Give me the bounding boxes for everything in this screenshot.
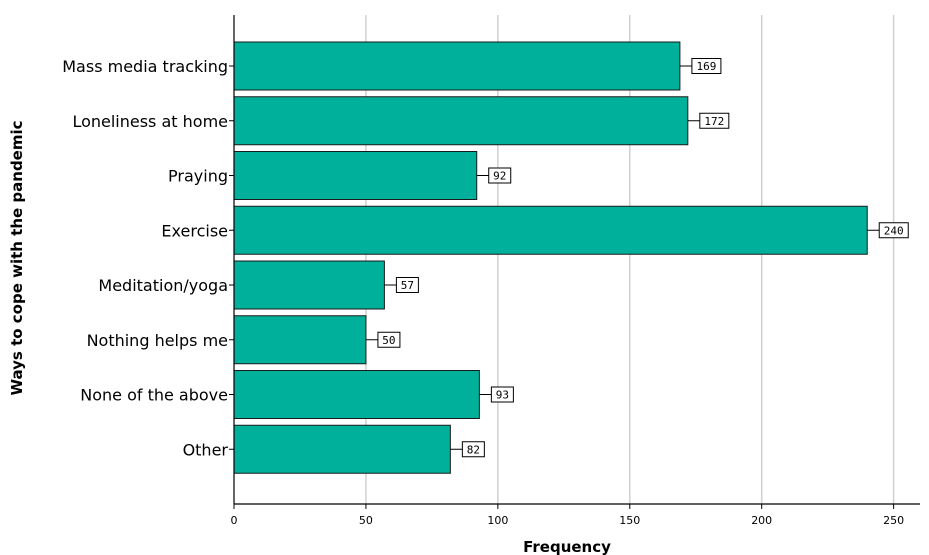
category-label: Meditation/yoga [98,276,228,295]
category-label: Other [183,440,229,459]
bar [233,260,385,310]
category-label: Praying [168,167,228,186]
data-label-box [377,331,401,348]
data-label-box [395,277,419,293]
category-label: Exercise [161,221,228,240]
axes [233,15,920,505]
data-label: 240 [884,224,904,237]
x-tick-label: 150 [619,514,640,527]
bar [233,370,480,419]
category-label: None of the above [80,386,228,405]
data-label: 172 [704,115,724,128]
bar [233,205,868,255]
x-axis-title: Frequency [523,538,611,555]
bars [233,41,868,474]
data-label: 50 [382,334,395,347]
category-label: Loneliness at home [72,112,228,131]
data-label-box [699,112,730,129]
bar [233,151,478,200]
y-axis-title: Ways to cope with the pandemic [8,120,26,395]
data-label-box [691,58,722,74]
data-label-box [488,167,512,184]
x-tick-label: 100 [487,514,508,527]
x-tick-label: 250 [883,514,904,527]
labels: 0 50 100 150 200 250 Mass media tracking 169 Lon… [62,57,909,527]
bar [233,424,451,474]
bar [233,315,367,365]
data-label-box [490,386,514,403]
data-label-box [878,222,909,239]
x-tick-label: 200 [751,514,772,527]
x-tick-label: 0 [231,514,238,527]
category-label: Mass media tracking [62,57,228,76]
data-label: 169 [696,60,716,73]
x-tick-label: 50 [359,514,373,527]
data-label-box [461,441,485,458]
data-label: 82 [467,443,480,456]
data-label: 92 [493,170,506,183]
data-label: 93 [496,389,509,402]
category-label: Nothing helps me [87,331,228,350]
bar [233,41,681,91]
data-label: 57 [401,279,414,292]
bar [233,96,689,146]
